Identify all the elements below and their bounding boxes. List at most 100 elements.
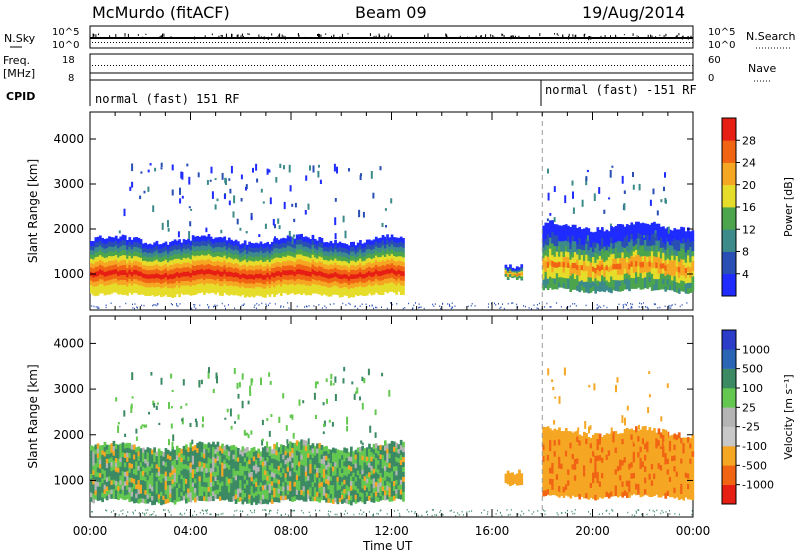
power-cell: [117, 284, 120, 290]
noise-search-dot: [524, 42, 525, 43]
noise-search-dot: [218, 42, 219, 43]
velocity-cell: [191, 446, 195, 452]
power-cell: [96, 261, 100, 267]
velocity-cell: [239, 496, 242, 502]
velocity-cell: [275, 487, 279, 493]
power-cell: [227, 285, 231, 291]
power-ground-scatter: [622, 307, 624, 309]
velocity-cell: [212, 446, 215, 452]
velocity-cell: [232, 449, 236, 455]
power-cell: [347, 245, 351, 251]
power-cell: [363, 282, 367, 288]
power-cell: [92, 281, 95, 287]
power-cell: [277, 270, 281, 276]
power-cell: [108, 284, 111, 290]
power-cell: [680, 242, 683, 249]
power-cell: [350, 273, 353, 279]
power-cell: [146, 261, 150, 267]
power-cell: [680, 253, 683, 260]
velocity-cell: [293, 491, 297, 497]
power-cell: [377, 280, 380, 286]
noise-spike: [260, 36, 262, 38]
noise-search-dot: [611, 42, 612, 43]
power-cell: [689, 261, 692, 268]
power-cell: [311, 239, 315, 246]
noise-spike: [317, 34, 318, 36]
power-cell: [564, 272, 568, 279]
velocity-cell: [103, 460, 107, 466]
velocity-cell: [218, 482, 222, 488]
power-cell: [585, 265, 588, 271]
power-cell: [691, 260, 695, 267]
power-cell: [257, 265, 260, 270]
power-cell: [630, 260, 634, 267]
velocity-cell: [178, 492, 181, 497]
noise-spike: [204, 35, 206, 39]
power-cell: [576, 269, 579, 276]
power-cell: [182, 243, 186, 249]
velocity-cell: [309, 487, 312, 492]
noise-search-dot: [602, 42, 603, 43]
velocity-cell: [209, 444, 213, 450]
power-cell: [691, 255, 695, 262]
power-cell: [365, 244, 369, 250]
velocity-cell: [90, 450, 93, 456]
power-cell: [119, 260, 123, 266]
power-cell: [632, 277, 636, 284]
velocity-cell: [243, 466, 247, 471]
power-cell: [569, 259, 573, 266]
power-cell: [650, 262, 654, 269]
velocity-cell: [239, 492, 242, 498]
velocity-cell: [121, 485, 125, 491]
power-cell: [390, 239, 394, 245]
velocity-cell: [128, 482, 132, 488]
velocity-cell: [169, 476, 172, 481]
noise-search-dot: [659, 42, 660, 43]
velocity-ground-scatter: [145, 509, 147, 511]
power-cell: [304, 236, 308, 242]
power-cell: [546, 222, 550, 229]
power-echo: [171, 164, 174, 171]
power-cell: [130, 267, 134, 272]
power-ground-scatter: [374, 306, 376, 309]
velocity-cell: [146, 456, 150, 462]
velocity-cell: [128, 447, 132, 454]
noise-search-dot: [428, 42, 429, 43]
velocity-cell: [200, 490, 204, 497]
power-cell: [689, 231, 692, 237]
velocity-ground-scatter: [358, 513, 360, 515]
power-cell: [286, 255, 290, 261]
velocity-cell: [279, 486, 283, 492]
power-cell: [148, 252, 152, 257]
power-cell: [198, 260, 202, 266]
power-cell: [155, 272, 159, 278]
power-cell: [567, 262, 570, 268]
power-cell: [520, 264, 524, 266]
velocity-cell: [117, 453, 120, 459]
velocity-cell: [162, 456, 166, 462]
power-cell: [144, 291, 147, 296]
power-cell: [144, 251, 147, 257]
power-cell: [365, 272, 369, 278]
power-cell: [616, 263, 620, 270]
power-cell: [257, 291, 260, 296]
power-cell: [103, 281, 107, 287]
power-cell: [137, 289, 141, 295]
power-cell: [639, 267, 643, 274]
power-cell: [662, 283, 665, 290]
power-cell: [347, 258, 351, 264]
velocity-cell: [223, 486, 227, 492]
power-cell: [273, 277, 276, 283]
power-cell: [594, 267, 597, 274]
power-cell: [298, 234, 301, 240]
power-cell: [313, 270, 317, 276]
velocity-cell: [128, 452, 132, 458]
power-cell: [171, 292, 175, 298]
power-cell: [200, 245, 204, 251]
power-cell: [291, 269, 294, 275]
power-cell: [230, 239, 233, 245]
velocity-cell: [103, 451, 107, 457]
velocity-cell: [266, 451, 270, 457]
power-cell: [684, 252, 688, 258]
power-cell: [334, 262, 337, 268]
